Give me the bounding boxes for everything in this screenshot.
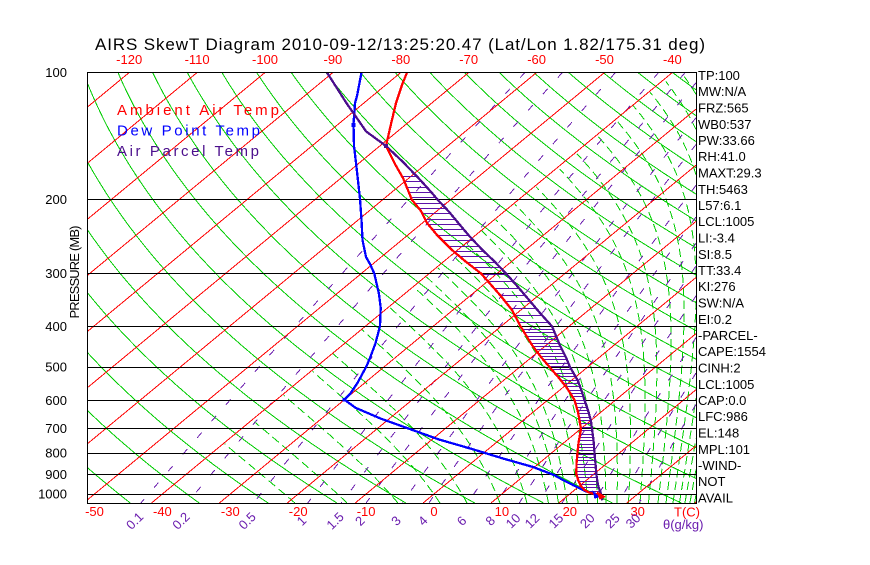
svg-text:MPL:101: MPL:101 <box>698 442 750 457</box>
svg-text:-10: -10 <box>357 504 376 519</box>
svg-text:-60: -60 <box>527 52 546 67</box>
svg-text:-110: -110 <box>185 52 210 67</box>
svg-text:WB0:537: WB0:537 <box>698 117 751 132</box>
svg-text:400: 400 <box>45 319 67 334</box>
svg-text:LFC:986: LFC:986 <box>698 409 748 424</box>
svg-text:-80: -80 <box>391 52 410 67</box>
svg-text:20: 20 <box>563 504 577 519</box>
svg-text:NOT: NOT <box>698 474 726 489</box>
svg-text:EL:148: EL:148 <box>698 426 739 441</box>
svg-text:900: 900 <box>45 467 67 482</box>
svg-text:10: 10 <box>495 504 509 519</box>
svg-text:-40: -40 <box>663 52 682 67</box>
svg-text:-120: -120 <box>116 52 142 67</box>
svg-text:θ(g/kg): θ(g/kg) <box>663 517 703 532</box>
svg-text:PRESSURE (MB): PRESSURE (MB) <box>67 226 82 319</box>
svg-text:-WIND-: -WIND- <box>698 458 741 473</box>
svg-text:SI:8.5: SI:8.5 <box>698 247 732 262</box>
svg-text:KI:276: KI:276 <box>698 279 736 294</box>
svg-text:AVAIL: AVAIL <box>698 491 733 506</box>
svg-text:-70: -70 <box>459 52 478 67</box>
svg-text:L57:6.1: L57:6.1 <box>698 198 741 213</box>
svg-text:RH:41.0: RH:41.0 <box>698 149 746 164</box>
svg-text:-20: -20 <box>289 504 308 519</box>
svg-text:-50: -50 <box>85 504 104 519</box>
svg-text:LCL:1005: LCL:1005 <box>698 214 754 229</box>
svg-text:300: 300 <box>45 266 67 281</box>
svg-text:LI:-3.4: LI:-3.4 <box>698 231 735 246</box>
svg-text:-50: -50 <box>595 52 614 67</box>
svg-text:SW:N/A: SW:N/A <box>698 296 744 311</box>
svg-text:Air Parcel Temp: Air Parcel Temp <box>117 143 259 160</box>
svg-text:600: 600 <box>45 393 67 408</box>
svg-text:AIRS SkewT Diagram 2010-09-12/: AIRS SkewT Diagram 2010-09-12/13:25:20.4… <box>95 35 705 54</box>
svg-text:30: 30 <box>630 504 644 519</box>
svg-text:TP:100: TP:100 <box>698 68 740 83</box>
svg-text:-100: -100 <box>252 52 278 67</box>
svg-text:-PARCEL-: -PARCEL- <box>698 328 758 343</box>
svg-text:-40: -40 <box>153 504 172 519</box>
svg-text:EI:0.2: EI:0.2 <box>698 312 732 327</box>
svg-text:MW:N/A: MW:N/A <box>698 84 746 99</box>
svg-text:0: 0 <box>430 504 437 519</box>
svg-text:CAPE:1554: CAPE:1554 <box>698 344 766 359</box>
svg-text:PW:33.66: PW:33.66 <box>698 133 755 148</box>
svg-text:CAP:0.0: CAP:0.0 <box>698 393 746 408</box>
svg-text:LCL:1005: LCL:1005 <box>698 377 754 392</box>
svg-text:MAXT:29.3: MAXT:29.3 <box>698 166 762 181</box>
svg-text:700: 700 <box>45 421 67 436</box>
svg-text:T(C): T(C) <box>674 505 700 520</box>
svg-text:TT:33.4: TT:33.4 <box>698 263 741 278</box>
svg-text:1000: 1000 <box>38 487 67 502</box>
svg-text:800: 800 <box>45 446 67 461</box>
svg-text:Dew Point Temp: Dew Point Temp <box>117 123 260 140</box>
svg-text:500: 500 <box>45 360 67 375</box>
svg-text:100: 100 <box>45 65 67 80</box>
svg-text:FRZ:565: FRZ:565 <box>698 101 749 116</box>
svg-text:TH:5463: TH:5463 <box>698 182 748 197</box>
svg-text:-90: -90 <box>324 52 343 67</box>
svg-text:200: 200 <box>45 192 67 207</box>
svg-text:CINH:2: CINH:2 <box>698 361 741 376</box>
svg-text:-30: -30 <box>221 504 240 519</box>
